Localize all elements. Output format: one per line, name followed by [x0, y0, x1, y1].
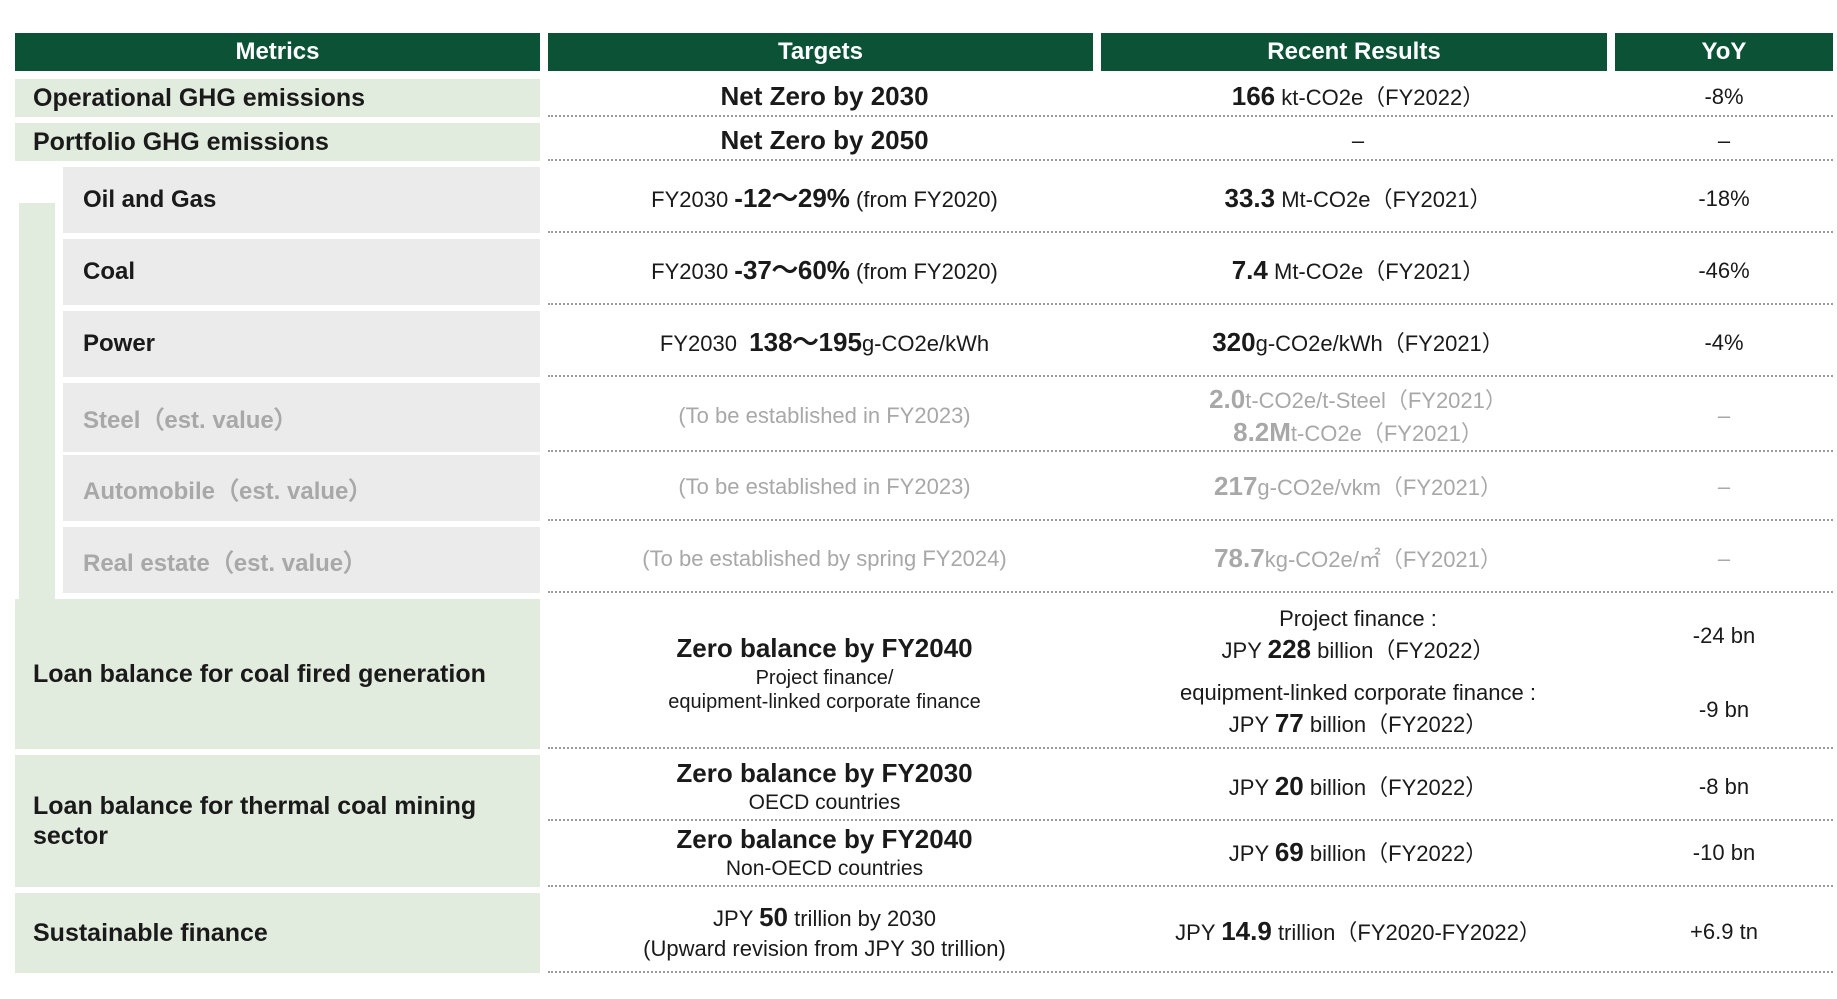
metric-label: Steel（est. value） — [63, 383, 540, 452]
yoy-cell: -9 bn — [1698, 696, 1750, 722]
yoy-cell: – — [1717, 473, 1731, 499]
yoy-cell: -4% — [1704, 329, 1744, 355]
metric-label: Coal — [63, 239, 540, 305]
row-sustainable-finance: Sustainable finance JPY 50 trillion by 2… — [15, 893, 1833, 973]
yoy-cell: -18% — [1698, 185, 1750, 211]
metric-label: Loan balance for thermal coal mining sec… — [15, 755, 540, 887]
result-cell: JPY 14.9 trillion（FY2020-FY2022） — [1175, 916, 1541, 947]
result-cell: 320g-CO2e/kWh（FY2021） — [1212, 327, 1504, 358]
target-cell: Zero balance by FY2030 OECD countries — [676, 757, 973, 815]
yoy-cell: – — [1717, 403, 1731, 429]
subrow-non-oecd: Zero balance by FY2040 Non-OECD countrie… — [548, 821, 1833, 887]
header-cell-yoy: YoY — [1615, 33, 1833, 71]
result-cell: 33.3 Mt-CO2e（FY2021） — [1224, 183, 1492, 214]
table-header-row: Metrics Targets Recent Results YoY — [15, 33, 1833, 71]
result-cell: Project finance : JPY 228 billion（FY2022… — [1221, 606, 1495, 665]
target-cell: JPY 50 trillion by 2030 (Upward revision… — [643, 902, 1006, 961]
yoy-cell: – — [1717, 545, 1731, 571]
yoy-cell: -24 bn — [1692, 622, 1756, 648]
target-cell: Net Zero by 2050 — [720, 125, 929, 156]
target-cell: FY2030 -37～60% (from FY2020) — [651, 255, 998, 286]
metric-label: Real estate（est. value） — [63, 527, 540, 593]
row-portfolio-ghg: Portfolio GHG emissions Net Zero by 2050… — [15, 123, 1833, 161]
metric-label: Power — [63, 311, 540, 377]
metric-label: Oil and Gas — [63, 167, 540, 233]
row-steel-estimated: Steel（est. value） (To be established in … — [15, 383, 1833, 452]
result-cell: 7.4 Mt-CO2e（FY2021） — [1231, 255, 1485, 286]
result-cell: 166 kt-CO2e（FY2022） — [1231, 81, 1485, 112]
yoy-cell: -8% — [1704, 83, 1744, 109]
result-cell: JPY 20 billion（FY2022） — [1228, 771, 1488, 802]
subrow-equipment-linked: equipment-linked corporate finance : JPY… — [1101, 673, 1833, 747]
subrow-project-finance: Project finance : JPY 228 billion（FY2022… — [1101, 599, 1833, 673]
metric-label: Loan balance for coal fired generation — [15, 599, 540, 749]
row-operational-ghg: Operational GHG emissions Net Zero by 20… — [15, 79, 1833, 117]
result-cell: 2.0t-CO2e/t-Steel（FY2021） 8.2Mt-CO2e（FY2… — [1209, 384, 1507, 448]
row-power: Power FY2030 138～195g-CO2e/kWh 320g-CO2e… — [15, 311, 1833, 377]
target-cell: (To be established in FY2023) — [678, 473, 971, 499]
yoy-cell: – — [1717, 127, 1731, 153]
result-cell: – — [1351, 127, 1365, 153]
row-automobile-estimated: Automobile（est. value） (To be establishe… — [15, 455, 1833, 521]
target-cell: Zero balance by FY2040 Project finance/ … — [668, 633, 981, 713]
row-loan-coal-fired-generation: Loan balance for coal fired generation Z… — [15, 599, 1833, 749]
target-cell: FY2030 138～195g-CO2e/kWh — [659, 327, 990, 358]
metrics-table: Metrics Targets Recent Results YoY Opera… — [15, 33, 1833, 979]
header-cell-targets: Targets — [548, 33, 1093, 71]
header-cell-metrics: Metrics — [15, 33, 540, 71]
yoy-cell: -46% — [1698, 257, 1750, 283]
subrow-oecd: Zero balance by FY2030 OECD countries JP… — [548, 755, 1833, 821]
header-cell-recent-results: Recent Results — [1101, 33, 1607, 71]
row-real-estate-estimated: Real estate（est. value） (To be establish… — [15, 527, 1833, 593]
metric-label: Sustainable finance — [15, 893, 540, 973]
target-cell: FY2030 -12～29% (from FY2020) — [651, 183, 998, 214]
row-coal: Coal FY2030 -37～60% (from FY2020) 7.4 Mt… — [15, 239, 1833, 305]
target-cell: Net Zero by 2030 — [720, 81, 929, 112]
result-cell: equipment-linked corporate finance : JPY… — [1180, 680, 1536, 739]
result-cell: JPY 69 billion（FY2022） — [1228, 837, 1488, 868]
metric-label: Portfolio GHG emissions — [15, 123, 540, 161]
target-cell: Zero balance by FY2040 Non-OECD countrie… — [676, 823, 973, 881]
yoy-cell: -8 bn — [1698, 773, 1750, 799]
row-loan-thermal-coal-mining: Loan balance for thermal coal mining sec… — [15, 755, 1833, 887]
target-cell: (To be established in FY2023) — [678, 403, 971, 429]
metric-label: Operational GHG emissions — [15, 79, 540, 117]
yoy-cell: +6.9 tn — [1690, 918, 1758, 944]
target-cell: (To be established by spring FY2024) — [642, 545, 1007, 571]
row-oil-and-gas: Oil and Gas FY2030 -12～29% (from FY2020)… — [15, 167, 1833, 233]
metric-label: Automobile（est. value） — [63, 455, 540, 521]
result-cell: 78.7kg-CO2e/㎡（FY2021） — [1214, 543, 1502, 574]
result-cell: 217g-CO2e/vkm（FY2021） — [1214, 471, 1502, 502]
indent-strip — [19, 203, 55, 629]
yoy-cell: -10 bn — [1692, 839, 1756, 865]
